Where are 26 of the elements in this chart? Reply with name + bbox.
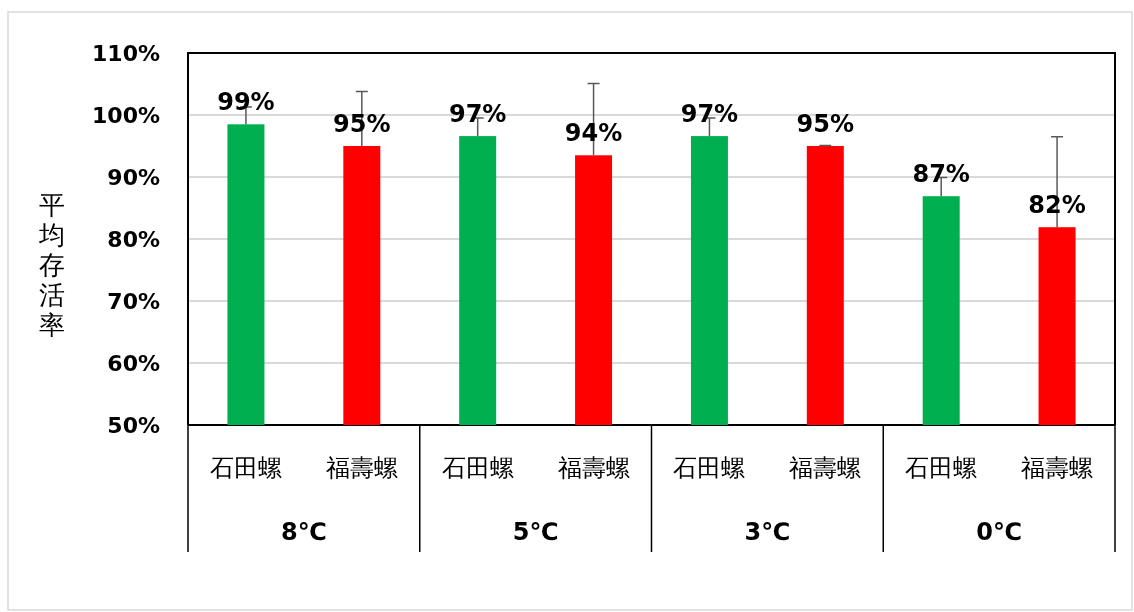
text: 福壽螺 — [1021, 454, 1094, 482]
y-tick-label: 60% — [107, 351, 160, 376]
text: 石田螺 — [673, 454, 746, 482]
data-label: 99% — [217, 88, 275, 117]
data-label: 97% — [448, 100, 507, 129]
x-tick-label: 3℃ — [744, 518, 791, 546]
y-tick-label: 80% — [107, 227, 160, 252]
series-label: 福壽螺 — [325, 454, 398, 482]
y-tick-label: 90% — [107, 165, 160, 190]
series-label: 石田螺 — [209, 454, 282, 482]
data-label: 95% — [796, 110, 855, 138]
ylabel: 平均存活率 — [39, 190, 65, 340]
y-tick-label: 110% — [92, 41, 160, 66]
y-tick-label: 50% — [107, 413, 160, 438]
x-tick-label: 0℃ — [976, 518, 1023, 546]
y-tick-label: 100% — [92, 103, 160, 128]
data-label: 82% — [1028, 191, 1086, 220]
data-label: 87% — [912, 160, 970, 189]
text: 福壽螺 — [789, 454, 862, 482]
data-label: 97% — [680, 100, 739, 129]
x-tick-label: 5℃ — [512, 518, 559, 546]
text: 石田螺 — [441, 454, 514, 482]
text: 石田螺 — [905, 454, 978, 482]
x-tick-label: 8℃ — [280, 518, 327, 546]
y-tick-label: 70% — [107, 289, 160, 314]
text: 福壽螺 — [557, 454, 630, 482]
